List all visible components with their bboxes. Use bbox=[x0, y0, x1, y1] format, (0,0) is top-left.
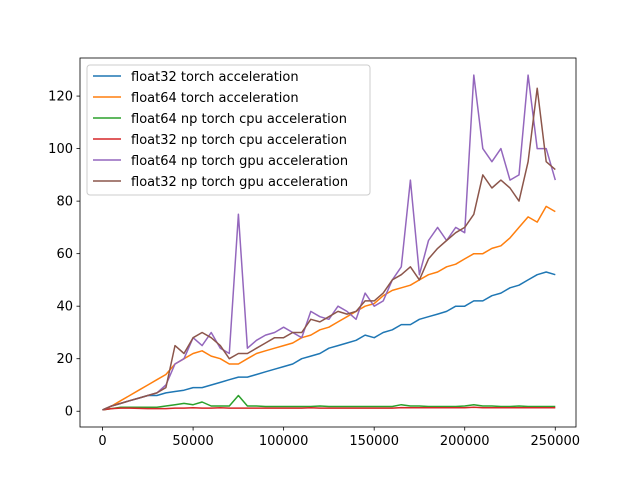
legend-label-4: float64 np torch gpu acceleration bbox=[131, 154, 348, 169]
y-tick-label: 40 bbox=[56, 300, 73, 315]
series-line-5 bbox=[102, 87, 556, 411]
y-tick-label: 0 bbox=[65, 405, 73, 420]
legend-label-0: float32 torch acceleration bbox=[131, 70, 299, 85]
y-axis: 0 20 40 60 80 100 120 bbox=[48, 90, 80, 420]
y-tick-label: 60 bbox=[56, 247, 73, 262]
y-tick-label: 120 bbox=[48, 90, 73, 105]
legend: float32 torch acceleration float64 torch … bbox=[86, 64, 371, 196]
y-tick-label: 80 bbox=[56, 195, 73, 210]
x-axis: 0 50000 100000 150000 200000 250000 bbox=[98, 427, 580, 449]
series-lines bbox=[102, 74, 557, 411]
y-tick-label: 20 bbox=[56, 352, 73, 367]
x-tick-label: 200000 bbox=[440, 434, 490, 449]
series-line-4 bbox=[102, 74, 557, 411]
legend-label-5: float32 np torch gpu acceleration bbox=[131, 175, 348, 190]
x-tick-label: 50000 bbox=[172, 434, 213, 449]
y-tick-label: 100 bbox=[48, 142, 73, 157]
legend-label-3: float32 np torch cpu acceleration bbox=[131, 133, 347, 148]
x-tick-label: 0 bbox=[98, 434, 106, 449]
axes-frame bbox=[79, 57, 577, 428]
series-line-0 bbox=[102, 271, 556, 411]
legend-label-2: float64 np torch cpu acceleration bbox=[131, 112, 347, 127]
legend-label-1: float64 torch acceleration bbox=[131, 91, 299, 106]
x-tick-label: 250000 bbox=[530, 434, 580, 449]
legend-box bbox=[86, 64, 371, 196]
x-tick-label: 150000 bbox=[349, 434, 399, 449]
x-tick-label: 100000 bbox=[259, 434, 309, 449]
series-line-3 bbox=[102, 406, 556, 411]
series-line-2 bbox=[102, 394, 556, 411]
